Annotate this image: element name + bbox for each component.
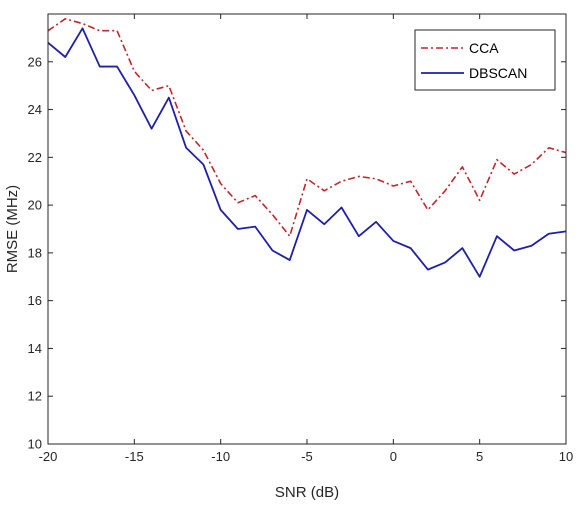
y-tick-label: 26 — [28, 54, 42, 69]
y-axis-label: RMSE (MHz) — [4, 185, 21, 273]
legend-label-cca: CCA — [469, 40, 499, 56]
y-tick-label: 14 — [28, 341, 42, 356]
axes-layer: -20 -15 -10 -5 0 5 10 10 12 14 16 18 20 22 24 26 — [28, 13, 573, 464]
x-tick-label: -5 — [301, 449, 313, 464]
x-tick-label: 0 — [390, 449, 397, 464]
y-tick-label: 22 — [28, 150, 42, 165]
legend-box — [414, 29, 556, 91]
y-tick-label: 24 — [28, 102, 42, 117]
series-layer — [47, 17, 567, 278]
x-tick-label: -15 — [125, 449, 144, 464]
legend-label-dbscan: DBSCAN — [469, 65, 527, 81]
x-tick-label: 5 — [476, 449, 483, 464]
x-tick-label: 10 — [559, 449, 573, 464]
y-tick-label: 12 — [28, 389, 42, 404]
legend: CCA DBSCAN — [414, 29, 556, 91]
y-tick-label: 20 — [28, 198, 42, 213]
y-tick-label: 16 — [28, 293, 42, 308]
series-line-cca — [47, 17, 567, 237]
x-tick-label: -10 — [211, 449, 230, 464]
x-tick-label: -20 — [39, 449, 58, 464]
series-line-dbscan — [47, 27, 567, 278]
x-axis-label: SNR (dB) — [275, 484, 339, 501]
y-tick-label: 10 — [28, 437, 42, 452]
y-tick-label: 18 — [28, 245, 42, 260]
